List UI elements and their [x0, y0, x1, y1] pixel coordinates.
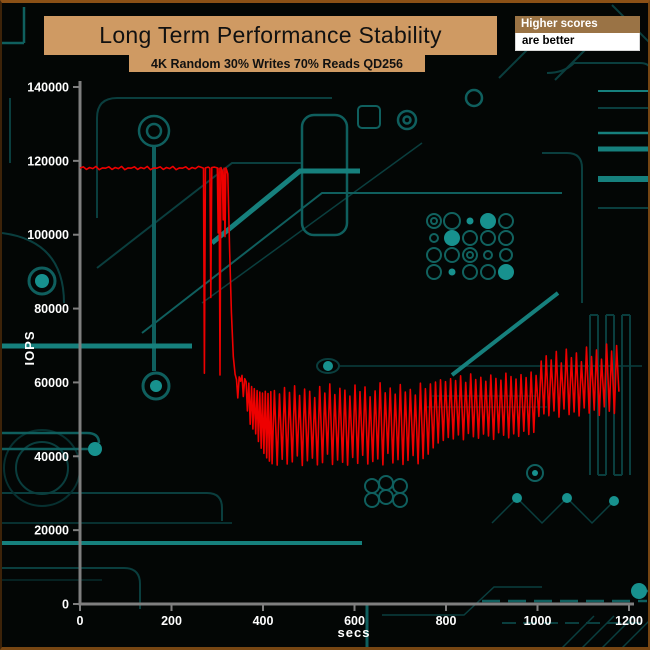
- y-tick-label: 20000: [34, 524, 69, 538]
- x-tick-label: 400: [253, 614, 274, 628]
- x-tick-label: 1200: [615, 614, 643, 628]
- x-axis-title: secs: [338, 625, 371, 640]
- iops-line-chart: IOPS secs 0 20000 40000 60000 80000 100000 120…: [22, 81, 643, 641]
- axes: [78, 81, 634, 606]
- chart-title: Long Term Performance Stability: [99, 22, 442, 48]
- y-tick-label: 0: [62, 598, 69, 612]
- chart-title-box: Long Term Performance Stability: [44, 16, 497, 55]
- higher-scores-badge: Higher scores are better: [515, 16, 640, 51]
- circuit-board-background: [2, 4, 648, 647]
- badge-line-1: Higher scores: [515, 16, 640, 33]
- y-tick-label: 100000: [27, 228, 69, 242]
- badge-line-2: are better: [515, 33, 640, 51]
- x-tick-label: 200: [161, 614, 182, 628]
- y-tick-label: 60000: [34, 376, 69, 390]
- x-tick-label: 800: [436, 614, 457, 628]
- x-tick-label: 600: [344, 614, 365, 628]
- y-tick-label: 120000: [27, 154, 69, 168]
- iops-series-line: [79, 165, 620, 467]
- x-tick-label: 0: [77, 614, 84, 628]
- x-tick-label: 1000: [524, 614, 552, 628]
- y-tick-label: 140000: [27, 81, 69, 95]
- chart-subtitle: 4K Random 30% Writes 70% Reads QD256: [151, 56, 403, 71]
- y-axis-title: IOPS: [22, 330, 37, 365]
- chart-subtitle-bar: 4K Random 30% Writes 70% Reads QD256: [129, 55, 425, 72]
- y-tick-label: 80000: [34, 302, 69, 316]
- y-tick-label: 40000: [34, 450, 69, 464]
